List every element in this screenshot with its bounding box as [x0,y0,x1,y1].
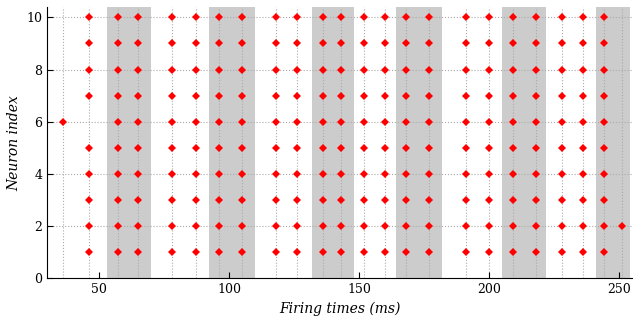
Bar [596,7,630,278]
Bar [396,7,442,278]
Bar [209,7,255,278]
Y-axis label: Neuron index: Neuron index [7,95,21,191]
Bar [502,7,547,278]
Bar [107,7,151,278]
X-axis label: Firing times (ms): Firing times (ms) [279,302,401,316]
Bar [312,7,354,278]
